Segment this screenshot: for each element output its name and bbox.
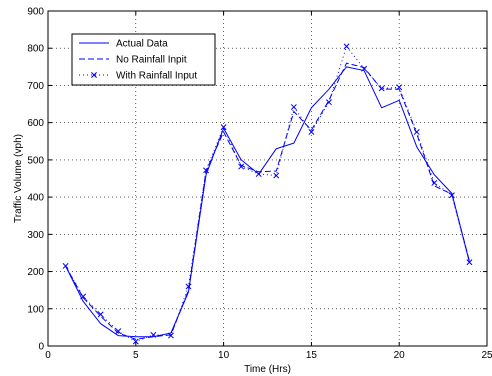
y-axis-title: Traffic Volume (vph) (13, 134, 24, 223)
y-tick-label: 700 (27, 81, 44, 92)
x-tick-label: 10 (218, 350, 230, 361)
series-line-2 (65, 62, 470, 340)
legend-marker (91, 72, 97, 78)
y-tick-label: 600 (27, 118, 44, 129)
x-tick-label: 20 (394, 350, 406, 361)
data-point-marker (62, 263, 69, 269)
y-tick-label: 800 (27, 44, 44, 55)
y-tick-label: 0 (38, 342, 44, 353)
legend-label-2: No Rainfall Inpit (116, 55, 187, 66)
y-tick-label: 400 (27, 193, 44, 204)
plot-frame (47, 10, 488, 347)
data-point-marker (273, 172, 280, 179)
legend: Actual Data No Rainfall Inpit With Rainfal… (71, 33, 216, 86)
data-point-marker (220, 124, 227, 131)
x-tick-label: 0 (45, 350, 51, 361)
data-point-marker (361, 65, 368, 72)
series-line-1 (65, 66, 470, 338)
data-point-marker (150, 331, 157, 338)
data-point-marker (466, 259, 473, 266)
legend-label-3: With Rainfall Input (116, 71, 197, 82)
data-point-marker (167, 332, 174, 339)
y-tick-label: 500 (27, 155, 44, 166)
data-point-marker (185, 283, 192, 290)
y-tick-label: 100 (27, 304, 44, 315)
axis-ticks: 0 5 10 15 20 25 0 100 200 300 400 500 600 700 800 900 (27, 7, 492, 362)
x-axis-title: Time (Hrs) (244, 364, 291, 375)
data-point-marker (343, 43, 350, 50)
data-point-marker (255, 171, 262, 177)
data-point-marker (203, 167, 209, 174)
x-tick-label: 15 (306, 350, 318, 361)
y-tick-label: 300 (27, 230, 44, 241)
data-point-marker (448, 192, 455, 199)
data-point-marker (290, 104, 297, 110)
y-tick-label: 200 (27, 267, 44, 278)
x-tick-label: 5 (133, 350, 139, 361)
legend-label-1: Actual Data (116, 39, 168, 50)
data-point-marker (431, 180, 438, 186)
data-point-marker (238, 163, 245, 170)
data-point-marker (80, 293, 87, 300)
x-tick-label: 25 (481, 350, 492, 361)
data-point-marker (413, 129, 420, 135)
data-point-marker (115, 328, 122, 335)
data-point-marker (97, 311, 104, 318)
data-point-marker (378, 85, 385, 92)
series-line-3 (65, 45, 470, 343)
data-point-marker (132, 338, 139, 345)
data-point-marker (326, 99, 332, 106)
y-tick-label: 900 (27, 7, 44, 18)
data-point-marker (396, 84, 403, 91)
series-layer (62, 43, 473, 345)
data-point-marker (308, 129, 315, 135)
